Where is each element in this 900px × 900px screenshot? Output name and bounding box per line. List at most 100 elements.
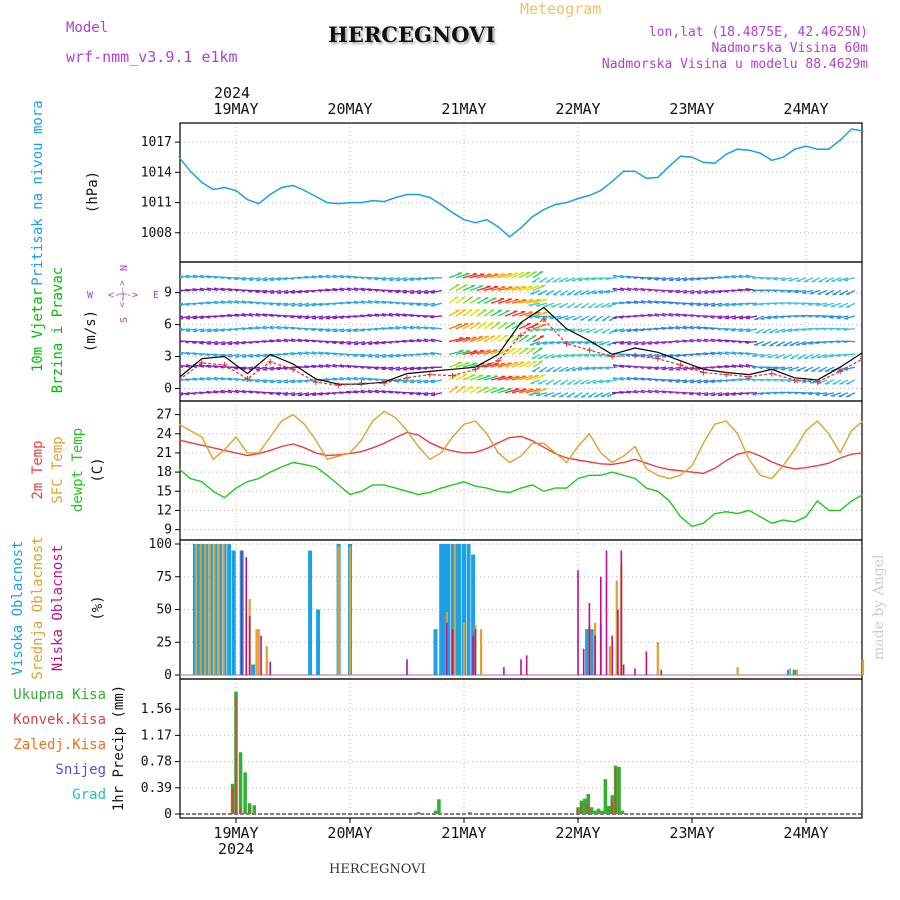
wind-arrow-head	[773, 368, 778, 371]
cloud-bar-srednja	[615, 580, 618, 675]
wind-arrow-head	[241, 390, 245, 394]
wind-arrow-head	[539, 370, 544, 373]
cloud-bar-niska	[634, 668, 636, 675]
wind-arrow-head	[325, 274, 329, 279]
wind-arrow	[497, 375, 513, 381]
wind-arrow-head	[275, 353, 280, 357]
wind-arrow-head	[674, 391, 679, 395]
wind-arrow-head	[415, 353, 420, 357]
wind-arrow-head	[346, 377, 350, 381]
wind-arrow-head	[205, 391, 210, 395]
wind-arrow	[542, 315, 555, 319]
wind-arrow-head	[570, 355, 575, 358]
x-day-label-bottom: 22MAY	[555, 824, 600, 842]
wind-arrow-head	[255, 326, 259, 330]
wind-arrow-head	[255, 291, 260, 294]
wind-arrow	[535, 315, 548, 318]
wind-arrow	[532, 374, 546, 381]
wind-arrow-head	[758, 393, 763, 396]
cloud-bar-visoka	[227, 544, 232, 675]
wind-arrow-head	[471, 374, 476, 376]
wind-arrow-head	[240, 378, 245, 382]
wind-arrow	[180, 392, 184, 395]
wind-arrow	[654, 277, 667, 280]
wind-arrow-head	[667, 341, 672, 344]
wind-arrow-head	[254, 340, 259, 344]
wind-arrow	[332, 315, 345, 319]
wind-arrow-head	[310, 379, 315, 383]
wind-arrow-head	[212, 275, 217, 279]
wind-arrow-head	[598, 367, 603, 370]
wind-arrow-head	[832, 293, 837, 296]
wind-arrow-head	[185, 351, 189, 356]
wind-arrow-head	[241, 342, 246, 345]
wind-arrow	[490, 286, 506, 292]
wind-arrow-head	[283, 338, 287, 343]
wind-arrow-head	[772, 391, 777, 395]
wind-arrow-head	[422, 352, 427, 356]
wind-arrow	[448, 361, 463, 368]
wind-arrow-head	[661, 279, 666, 281]
wind-arrow-head	[401, 302, 406, 306]
wind-arrow-head	[423, 278, 428, 281]
wind-arrow-head	[724, 351, 728, 355]
y-tick-label: 100	[149, 537, 172, 552]
wind-unit-label: (m/s)	[83, 310, 99, 352]
wind-arrow-head	[639, 314, 644, 318]
wind-arrow-head	[339, 275, 343, 279]
wind-arrow-head	[297, 291, 302, 294]
wind-arrow-head	[535, 316, 540, 319]
wind-arrow-head	[463, 284, 468, 287]
wind-arrow-head	[626, 365, 630, 369]
wind-arrow	[476, 285, 491, 292]
wind-arrow-head	[332, 364, 336, 368]
wind-arrow-head	[526, 271, 531, 274]
wind-arrow-head	[668, 290, 673, 294]
wind-arrow	[710, 315, 723, 318]
wind-arrow-head	[738, 351, 742, 356]
wind-arrow-head	[171, 276, 174, 278]
wind-arrow-head	[171, 366, 174, 368]
wind-arrow-head	[618, 301, 623, 305]
pressure-point	[337, 202, 340, 205]
wind-arrow-head	[430, 352, 434, 356]
wind-arrow-head	[626, 390, 630, 394]
wind-arrow-head	[401, 340, 406, 344]
wind-arrow-head	[401, 392, 406, 395]
wind-arrow-head	[409, 339, 413, 343]
wind-arrow-head	[511, 347, 516, 350]
wind-arrow-head	[394, 391, 399, 395]
wind-arrow-head	[213, 287, 217, 291]
wind-arrow-head	[455, 309, 460, 312]
wind-arrow-head	[633, 300, 637, 304]
cloud-bar-visoka	[442, 544, 447, 675]
wind-arrow-head	[612, 342, 617, 345]
wind-arrow-head	[332, 288, 336, 292]
wind-arrow-head	[794, 329, 799, 332]
wind-arrow	[455, 362, 470, 368]
wind-arrow-head	[184, 341, 189, 344]
wind-arrow	[577, 340, 590, 344]
wind-arrow-head	[556, 329, 561, 332]
wind-arrow	[675, 379, 688, 383]
wind-arrow-head	[212, 315, 217, 319]
wind-arrow-head	[716, 328, 721, 331]
cloud-bar-niska	[600, 576, 602, 675]
wind-arrow	[283, 326, 296, 330]
wind-arrow-head	[262, 291, 267, 294]
wind-gust-marker	[404, 374, 410, 381]
pressure-point	[406, 193, 408, 196]
wind-arrow-head	[807, 315, 812, 318]
wind-arrow-head	[212, 354, 218, 358]
wind-arrow	[220, 353, 233, 357]
compass-s: S	[119, 317, 130, 323]
wind-arrow	[703, 315, 716, 318]
wind-arrow-head	[619, 364, 623, 368]
wind-arrow-head	[269, 339, 273, 343]
wind-arrow-head	[184, 288, 189, 292]
cloud-bar-srednja	[480, 629, 483, 675]
wind-arrow-head	[255, 355, 260, 358]
wind-arrow-head	[769, 344, 774, 347]
wind-arrow-head	[717, 291, 722, 294]
wind-arrow	[395, 379, 408, 382]
